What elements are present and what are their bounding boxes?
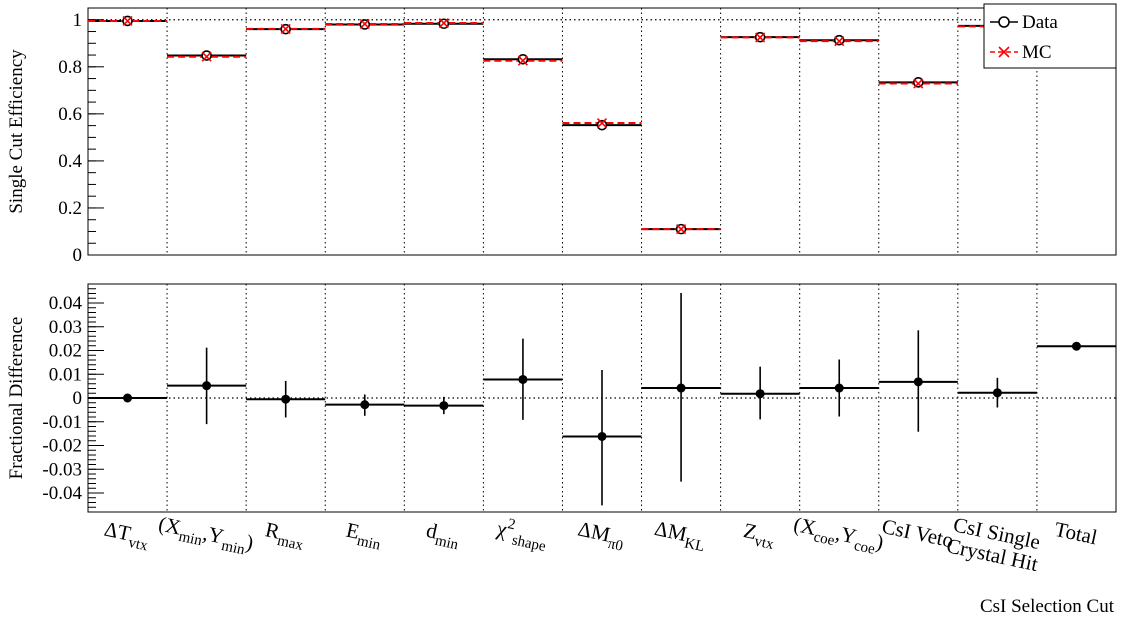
- y-tick-label: 0.04: [49, 293, 83, 314]
- y-tick-label: 0.2: [58, 198, 82, 219]
- category-label: Zvtx: [740, 518, 778, 553]
- x-axis-label: CsI Selection Cut: [980, 596, 1115, 617]
- mc-point: [438, 17, 449, 29]
- mc-point: [913, 78, 924, 89]
- mc-point: [834, 36, 845, 47]
- legend-box: [983, 3, 1117, 69]
- category-label: Total: [1052, 517, 1099, 549]
- difference-point: [518, 374, 528, 384]
- y-tick-label: 0.4: [58, 151, 82, 172]
- y-tick-label: 1: [73, 10, 83, 31]
- y-tick-label: 0: [73, 245, 83, 266]
- y-tick-label: 0.02: [49, 341, 82, 362]
- mc-point: [201, 51, 212, 62]
- category-label: χ2shape: [493, 514, 551, 555]
- mc-point: [280, 23, 291, 35]
- plot-frame: [87, 7, 1117, 256]
- y-tick-label: 0.01: [49, 364, 82, 385]
- difference-point: [676, 383, 686, 393]
- y-tick-label: -0.04: [42, 483, 82, 504]
- difference-point: [913, 377, 923, 387]
- y-tick-label: -0.02: [42, 436, 82, 457]
- y-tick-label: -0.01: [42, 412, 82, 433]
- category-label: ΔTvtx: [101, 517, 152, 555]
- category-label: Rmax: [262, 517, 307, 554]
- difference-point: [360, 400, 370, 410]
- y-tick-label: 0.6: [58, 104, 82, 125]
- y-tick-label: 0: [73, 388, 83, 409]
- difference-point: [202, 381, 212, 391]
- difference-point: [281, 394, 291, 404]
- difference-point: [123, 393, 133, 403]
- difference-point: [1071, 341, 1081, 351]
- y-axis-label: Single Cut Efficiency: [6, 49, 27, 214]
- fractional-difference-panel: -0.04 -0.03-0.02 -0.01 0 0.010.02 0.03 0.04 Fra…: [6, 283, 1117, 513]
- legend-marker: [998, 46, 1010, 58]
- y-tick-label: -0.03: [42, 459, 82, 480]
- legend-label: Data: [1022, 12, 1058, 33]
- difference-point: [834, 383, 844, 393]
- category-labels: ΔTvtx(Xmin,Ymin) Rmax Emin dmin χ2shape ΔMπ0 Δ…: [101, 511, 1099, 576]
- mc-point: [596, 117, 608, 129]
- difference-point: [439, 401, 449, 411]
- category-label: ΔMKL: [651, 516, 708, 555]
- mc-point: [359, 18, 370, 30]
- data-point: [201, 50, 212, 61]
- y-axis-label: Fractional Difference: [6, 317, 27, 480]
- difference-point: [597, 431, 607, 441]
- category-label: CsI SingleCrystal Hit: [944, 512, 1044, 576]
- category-label: Emin: [343, 518, 385, 554]
- category-label: ΔMπ0: [575, 517, 627, 555]
- data-point: [517, 53, 529, 65]
- difference-point: [755, 389, 765, 399]
- y-tick-label: 0.03: [49, 317, 82, 338]
- mc-point: [517, 55, 528, 66]
- category-label: dmin: [423, 518, 463, 554]
- mc-point: [755, 32, 766, 43]
- category-label: (Xcoe,Ycoe): [791, 512, 886, 559]
- data-point: [913, 77, 924, 88]
- difference-point: [992, 388, 1002, 398]
- legend: Data MC: [983, 3, 1117, 69]
- data-point: [596, 119, 608, 131]
- mc-point: [122, 15, 133, 27]
- efficiency-panel: 0 0.2 0.4 0.6 0.8 1 Single Cut Efficiency Data M…: [6, 3, 1117, 266]
- legend-label: MC: [1022, 42, 1052, 63]
- category-label: (Xmin,Ymin): [155, 511, 255, 559]
- legend-marker: [998, 16, 1010, 28]
- mc-point: [676, 224, 687, 235]
- y-tick-label: 0.8: [58, 57, 82, 78]
- category-label: CsI Veto: [880, 514, 956, 553]
